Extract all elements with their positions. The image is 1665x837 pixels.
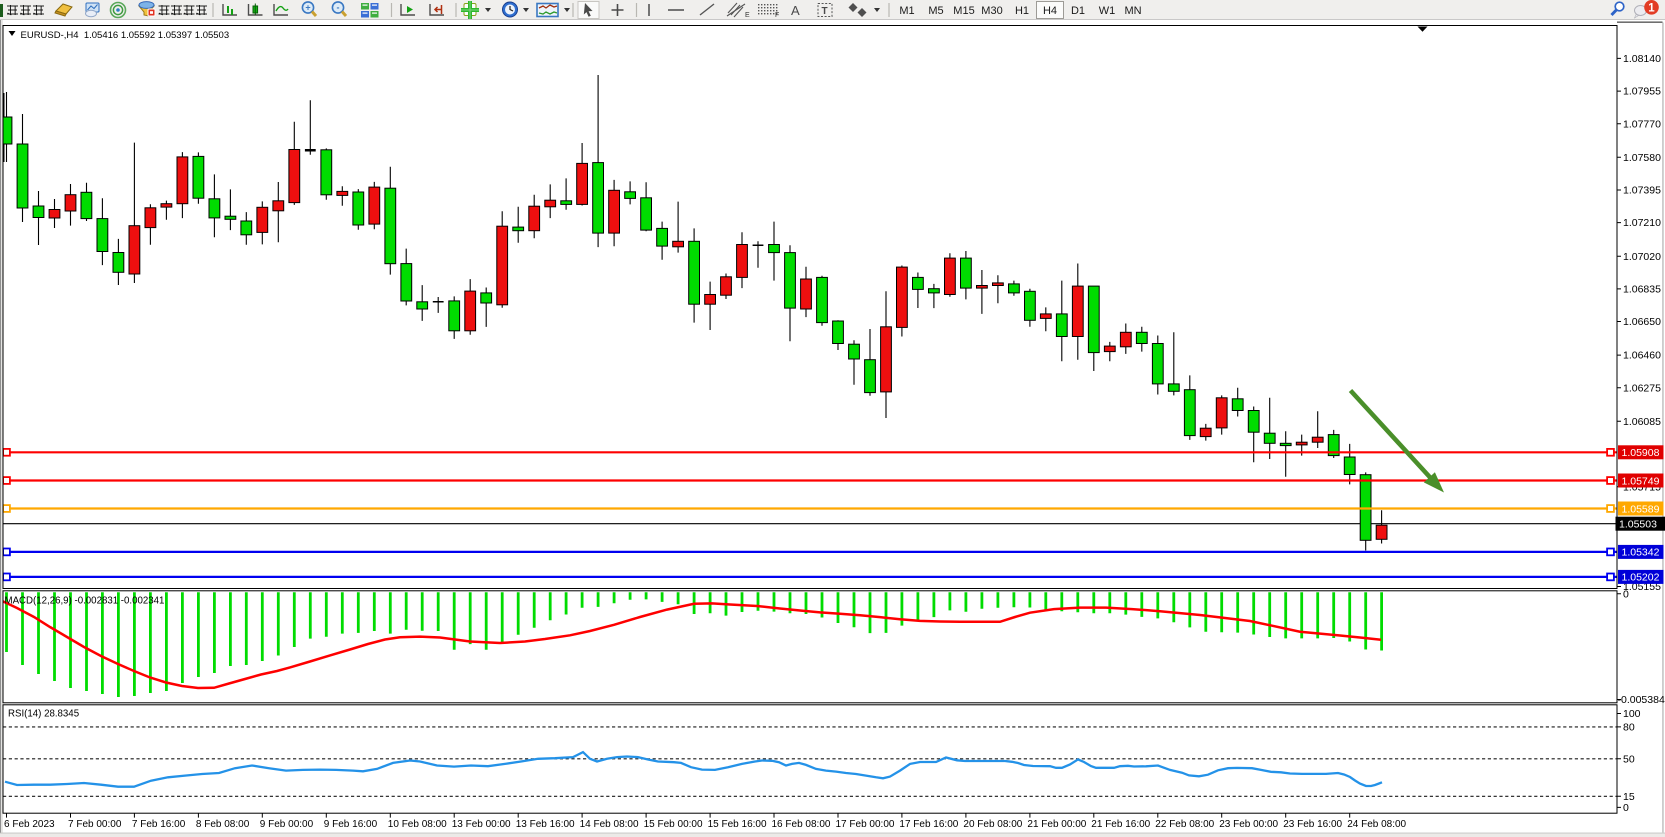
svg-text:H4: H4 xyxy=(1043,5,1057,17)
svg-text:13 Feb 00:00: 13 Feb 00:00 xyxy=(452,819,511,830)
svg-text:EURUSD-,H4 1.05416 1.05592 1.: EURUSD-,H4 1.05416 1.05592 1.05397 1.055… xyxy=(21,30,230,41)
svg-text:7 Feb 16:00: 7 Feb 16:00 xyxy=(132,819,186,830)
svg-text:1.06275: 1.06275 xyxy=(1623,382,1661,394)
svg-text:1.08140: 1.08140 xyxy=(1623,53,1661,65)
svg-text:13 Feb 16:00: 13 Feb 16:00 xyxy=(516,819,575,830)
svg-text:1.07580: 1.07580 xyxy=(1623,152,1661,164)
svg-text:1.05908: 1.05908 xyxy=(1622,447,1660,459)
svg-text:-0.005384: -0.005384 xyxy=(1618,694,1665,706)
svg-text:MN: MN xyxy=(1124,5,1141,17)
svg-text:1.07395: 1.07395 xyxy=(1623,185,1661,197)
svg-text:M30: M30 xyxy=(981,5,1002,17)
svg-text:1.06085: 1.06085 xyxy=(1623,416,1661,428)
svg-text:0: 0 xyxy=(1623,802,1629,814)
svg-text:M5: M5 xyxy=(928,5,943,17)
svg-text:9 Feb 16:00: 9 Feb 16:00 xyxy=(324,819,378,830)
svg-text:21 Feb 00:00: 21 Feb 00:00 xyxy=(1027,819,1086,830)
svg-text:1.05155: 1.05155 xyxy=(1623,581,1661,593)
svg-text:1.05503: 1.05503 xyxy=(1619,519,1657,531)
svg-text:1.06835: 1.06835 xyxy=(1623,284,1661,296)
svg-text:10 Feb 08:00: 10 Feb 08:00 xyxy=(388,819,447,830)
svg-text:20 Feb 08:00: 20 Feb 08:00 xyxy=(963,819,1022,830)
svg-text:A: A xyxy=(791,3,800,18)
svg-text:+: + xyxy=(305,3,310,13)
svg-text:1: 1 xyxy=(1648,3,1655,15)
svg-text:24 Feb 08:00: 24 Feb 08:00 xyxy=(1347,819,1406,830)
svg-text:15: 15 xyxy=(1623,791,1635,803)
svg-text:23 Feb 16:00: 23 Feb 16:00 xyxy=(1283,819,1342,830)
svg-text:M1: M1 xyxy=(899,5,914,17)
svg-text:7 Feb 00:00: 7 Feb 00:00 xyxy=(68,819,122,830)
svg-text:1.05202: 1.05202 xyxy=(1622,572,1660,584)
svg-text:1.06460: 1.06460 xyxy=(1623,350,1661,362)
svg-text:M15: M15 xyxy=(953,5,974,17)
svg-text:MACD(12,26,9) -0.002831 -0.002: MACD(12,26,9) -0.002831 -0.002341 xyxy=(5,596,165,607)
svg-text:17 Feb 16:00: 17 Feb 16:00 xyxy=(899,819,958,830)
svg-text:21 Feb 16:00: 21 Feb 16:00 xyxy=(1091,819,1150,830)
svg-text:15 Feb 00:00: 15 Feb 00:00 xyxy=(644,819,703,830)
svg-text:17 Feb 00:00: 17 Feb 00:00 xyxy=(836,819,895,830)
svg-text:1.07955: 1.07955 xyxy=(1623,86,1661,98)
svg-text:80: 80 xyxy=(1623,722,1635,734)
svg-text:16 Feb 08:00: 16 Feb 08:00 xyxy=(772,819,831,830)
svg-text:100: 100 xyxy=(1623,708,1641,720)
svg-text:22 Feb 08:00: 22 Feb 08:00 xyxy=(1155,819,1214,830)
svg-text:15 Feb 16:00: 15 Feb 16:00 xyxy=(708,819,767,830)
svg-text:50: 50 xyxy=(1623,753,1635,765)
svg-text:1.07020: 1.07020 xyxy=(1623,251,1661,263)
svg-text:9 Feb 00:00: 9 Feb 00:00 xyxy=(260,819,314,830)
svg-text:8 Feb 08:00: 8 Feb 08:00 xyxy=(196,819,250,830)
svg-text:1.07770: 1.07770 xyxy=(1623,118,1661,130)
svg-text:E: E xyxy=(745,12,750,19)
svg-text:RSI(14) 28.8345: RSI(14) 28.8345 xyxy=(8,709,79,720)
svg-text:W1: W1 xyxy=(1099,5,1116,17)
svg-text:1.05589: 1.05589 xyxy=(1622,503,1660,515)
svg-text:1.06650: 1.06650 xyxy=(1623,316,1661,328)
svg-text:0: 0 xyxy=(1623,588,1629,600)
svg-text:1.07210: 1.07210 xyxy=(1623,217,1661,229)
svg-text:F: F xyxy=(775,12,779,19)
svg-text:D1: D1 xyxy=(1071,5,1085,17)
svg-text:T: T xyxy=(822,6,828,17)
svg-text:H1: H1 xyxy=(1015,5,1029,17)
svg-text:23 Feb 00:00: 23 Feb 00:00 xyxy=(1219,819,1278,830)
svg-text:14 Feb 08:00: 14 Feb 08:00 xyxy=(580,819,639,830)
svg-text:-: - xyxy=(337,3,340,13)
svg-text:1.05749: 1.05749 xyxy=(1622,475,1660,487)
svg-text:1.05342: 1.05342 xyxy=(1622,547,1660,559)
svg-text:6 Feb 2023: 6 Feb 2023 xyxy=(4,819,55,830)
